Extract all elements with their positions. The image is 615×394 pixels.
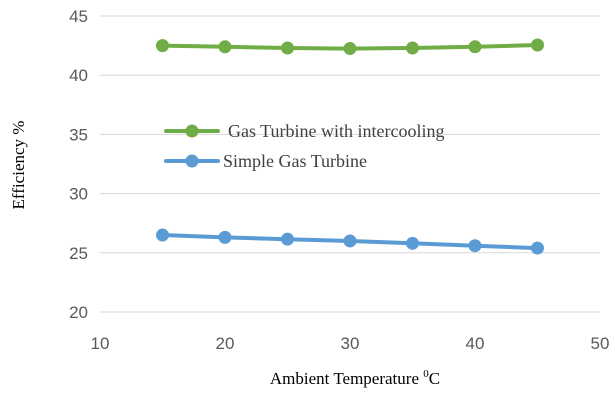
data-point: [531, 241, 544, 255]
data-point: [218, 40, 232, 54]
x-axis-title-unit: C: [429, 369, 440, 388]
x-tick-label: 10: [91, 334, 110, 353]
data-point: [156, 228, 169, 242]
data-point: [343, 234, 357, 248]
x-axis-title: Ambient Temperature 0C: [270, 368, 440, 388]
series-layer: [156, 38, 544, 255]
data-point: [406, 236, 419, 250]
y-tick-label: 30: [69, 185, 88, 204]
data-point: [218, 230, 232, 244]
data-point: [531, 38, 544, 52]
legend-marker-0: [185, 124, 199, 138]
data-point: [281, 232, 294, 246]
x-tick-label: 20: [216, 334, 235, 353]
x-tick-label: 30: [341, 334, 360, 353]
data-point: [343, 42, 357, 56]
data-point: [468, 239, 482, 253]
x-axis-title-main: Ambient Temperature: [270, 369, 423, 388]
x-axis-title-superscript: 0: [423, 368, 429, 380]
data-point: [156, 39, 169, 53]
y-tick-label: 35: [69, 125, 88, 144]
x-tick-label: 40: [466, 334, 485, 353]
legend-label-0: Gas Turbine with intercooling: [228, 121, 445, 141]
y-axis-title: Efficiency %: [9, 121, 28, 210]
y-tick-label: 25: [69, 244, 88, 263]
data-point: [281, 41, 294, 55]
y-tick-label: 45: [69, 7, 88, 26]
legend: Gas Turbine with intercooling Simple Gas …: [164, 121, 445, 171]
legend-marker-1: [185, 154, 199, 168]
legend-label-1: Simple Gas Turbine: [223, 151, 367, 171]
y-tick-label: 20: [69, 303, 88, 322]
data-point: [406, 41, 419, 55]
data-point: [468, 40, 482, 54]
y-tick-label: 40: [69, 66, 88, 85]
gridlines: [100, 15, 600, 313]
x-tick-label: 50: [591, 334, 610, 353]
